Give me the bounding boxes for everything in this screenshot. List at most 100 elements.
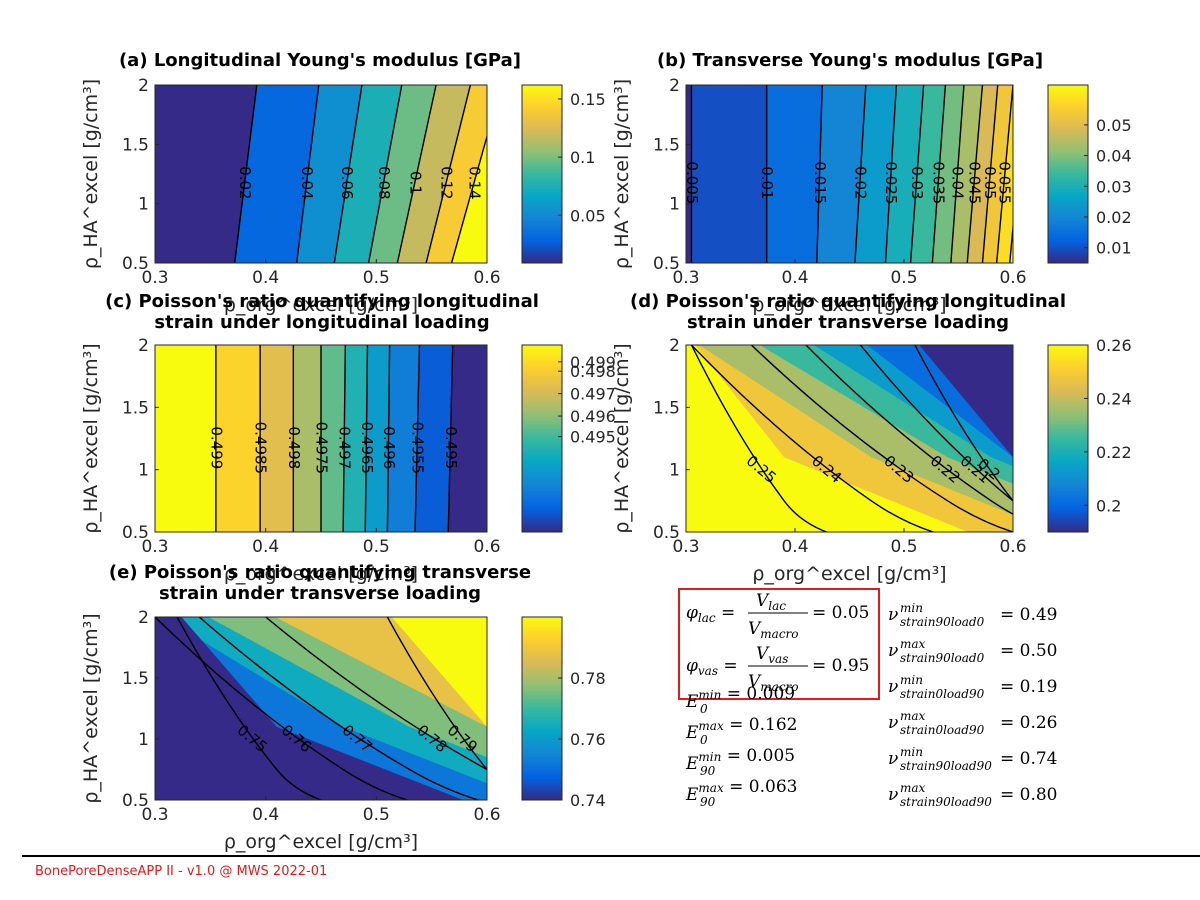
poisson-value: = 0.74: [1000, 749, 1058, 769]
eq-part: φ: [686, 656, 698, 676]
colorbar: [521, 344, 563, 533]
eq-part: lac: [768, 599, 786, 613]
porosity-highlight-box: [678, 588, 880, 700]
contour-label: 0.015: [811, 161, 829, 204]
contour-line: [425, 85, 472, 263]
poisson-value: = 0.80: [1000, 785, 1058, 805]
porosity-value: = 0.05: [812, 603, 870, 623]
y-tick-label: 0.5: [653, 523, 680, 543]
contour-line: [854, 85, 867, 263]
y-tick-label: 2: [669, 336, 680, 356]
porosity-numerator: Vvas: [756, 644, 788, 666]
eq-part: E: [685, 692, 699, 712]
contour-label: 0.496: [380, 426, 398, 469]
x-tick-label: 0.6: [473, 537, 500, 557]
plot-area: 0.25 0.24 0.23 0.220.210.2: [686, 345, 1013, 532]
y-tick-label: 1.5: [653, 398, 680, 418]
panel-a: 0.02 0.04 0.06 0.08 0.1 0.12 0.140.3 0.4 0.5 0.60…: [80, 50, 606, 316]
contour-band: [334, 85, 402, 263]
contour-label: 0.495: [442, 426, 460, 469]
contour-band: [155, 617, 464, 800]
x-tick-label: 0.6: [473, 805, 500, 825]
porosity-denominator: Vmacro: [748, 672, 799, 694]
eq-part: ν: [888, 605, 898, 625]
x-tick-label: 0.3: [672, 268, 699, 288]
contour-band: [854, 85, 897, 263]
eq-part: min: [698, 750, 721, 764]
y-tick-label: 1: [138, 461, 149, 481]
contour-line: [342, 345, 347, 532]
colorbar-tick-label: 0.22: [1096, 443, 1132, 462]
y-axis-label: ρ_HA^excel [g/cm³]: [80, 343, 102, 533]
contour-band: [260, 345, 294, 532]
colorbar-tick-label: 0.497: [570, 385, 616, 404]
eq-part: φ: [686, 603, 698, 623]
modulus-eq: Emax = 0.162: [685, 715, 797, 743]
eq-part: ν: [888, 785, 898, 805]
contour-label: 0.05: [981, 166, 999, 199]
colorbar-tick-label: 0.2: [1096, 496, 1121, 515]
poisson-superscript: min: [900, 745, 923, 759]
y-axis-label: ρ_HA^excel [g/cm³]: [611, 343, 633, 533]
contour-band: [816, 85, 866, 263]
panel-e: 0.75 0.76 0.77 0.780.79 0.3 0.4 0.5 0.6 0.5 1 1.5 2…: [80, 562, 606, 853]
y-axis-label: ρ_HA^excel [g/cm³]: [80, 79, 102, 269]
eq-part: vas: [698, 664, 718, 678]
axes-box: [685, 84, 1014, 264]
axes-box: [154, 616, 488, 801]
contour-label: 0.025: [882, 161, 900, 204]
contour-label: 0.02: [851, 166, 869, 199]
y-tick-label: 1.5: [122, 669, 149, 689]
colorbar-tick-label: 0.26: [1096, 336, 1132, 355]
y-tick-label: 0.5: [122, 254, 149, 274]
colorbar: [1047, 84, 1089, 264]
poisson-superscript: min: [900, 673, 923, 687]
contour-label: 0.4975: [313, 422, 331, 475]
eq-part: V: [748, 672, 762, 692]
contour-line: [690, 345, 981, 532]
x-tick-label: 0.3: [141, 268, 168, 288]
y-tick-label: 2: [138, 608, 149, 628]
panel-c: 0.499 0.4985 0.498 0.4975 0.497 0.4965 0.496 0.…: [80, 291, 616, 585]
eq-part: = 0.009: [721, 684, 795, 704]
contour-band: [368, 85, 437, 263]
eq-part: V: [756, 644, 770, 664]
contour-line: [909, 85, 925, 263]
colorbar-tick-label: 0.03: [1096, 177, 1132, 196]
colorbar: [1047, 344, 1089, 533]
y-axis-label: ρ_HA^excel [g/cm³]: [611, 79, 633, 269]
poisson-subscript: strain90load0: [900, 651, 985, 665]
contour-line: [914, 345, 1013, 502]
colorbar-tick-label: 0.74: [570, 791, 606, 810]
contour-band: [932, 85, 964, 263]
eq-part: V: [756, 591, 770, 611]
y-tick-label: 1: [669, 195, 680, 215]
eq-part: E: [685, 723, 699, 743]
poisson-subscript: strain0load90: [900, 687, 985, 701]
poisson-subscript: strain90load0: [900, 615, 985, 629]
poisson-symbol: ν: [888, 605, 898, 625]
contour-line: [1009, 219, 1013, 263]
y-tick-label: 0.5: [122, 791, 149, 811]
eq-part: = 0.063: [724, 777, 798, 797]
contour-line: [816, 85, 823, 263]
contour-line: [859, 345, 1013, 502]
contour-label: 0.06: [1009, 166, 1027, 199]
panel-title: (b) Transverse Young's modulus [GPa]: [657, 50, 1043, 71]
contour-panels: 0.02 0.04 0.06 0.08 0.1 0.12 0.140.3 0.4 0.5 0.60…: [80, 50, 1132, 853]
poisson-symbol: ν: [888, 749, 898, 769]
colorbar-tick-label: 0.15: [570, 90, 606, 109]
poisson-value: = 0.19: [1000, 677, 1058, 697]
contour-label: 0.14: [465, 166, 483, 199]
contour-label: 0.055: [996, 161, 1014, 204]
contour-line: [295, 85, 320, 263]
contour-band: [910, 85, 946, 263]
poisson-subscript: strain90load90: [900, 795, 992, 809]
x-tick-label: 0.5: [363, 537, 390, 557]
contour-label: 0.4955: [409, 422, 427, 475]
panel-d: 0.25 0.24 0.23 0.220.210.2 0.3 0.4 0.5 0.6 0.5 1 1…: [611, 291, 1132, 585]
x-tick-label: 0.6: [473, 268, 500, 288]
x-axis-label: ρ_org^excel [g/cm³]: [752, 294, 946, 316]
